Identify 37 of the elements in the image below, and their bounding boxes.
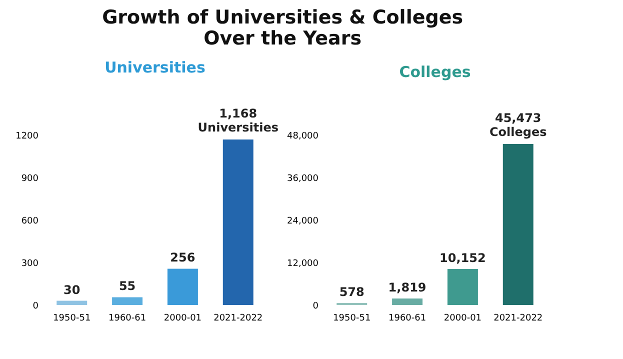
x-tick-label: 1960-61 (388, 314, 426, 324)
data-label: 55 (118, 279, 136, 294)
y-tick-label: 1200 (16, 132, 39, 142)
data-label: 1,168 Universities (198, 106, 278, 135)
x-tick-label: 1960-61 (108, 314, 146, 324)
bar (167, 268, 198, 305)
y-tick-label: 48,000 (287, 132, 319, 142)
x-tick-label: 2000-01 (444, 314, 482, 324)
bar (392, 298, 423, 305)
y-tick-label: 12,000 (287, 259, 319, 269)
bar (447, 269, 478, 305)
data-label: 45,473 Colleges (489, 110, 547, 139)
y-tick-label: 900 (21, 174, 39, 184)
bar (222, 140, 254, 305)
data-label: 578 (339, 284, 364, 299)
x-tick-label: 2021-2022 (214, 314, 263, 324)
x-tick-label: 1950-51 (333, 314, 371, 324)
bar (502, 144, 534, 305)
y-tick-label: 300 (21, 259, 39, 269)
chart-title: Universities (104, 58, 206, 77)
y-tick-label: 36,000 (287, 174, 319, 184)
text: Growth of Universities & Colleges (102, 6, 464, 29)
text: Over the Years (204, 28, 362, 50)
x-tick-label: 1950-51 (53, 314, 91, 324)
x-tick-label: 2021-2022 (494, 314, 543, 324)
x-tick-label: 2000-01 (164, 314, 202, 324)
bar (56, 300, 88, 305)
y-tick-label: 0 (312, 302, 319, 312)
y-tick-label: 24,000 (287, 216, 319, 226)
chart-title: Colleges (399, 62, 471, 81)
y-tick-label: 0 (32, 302, 39, 312)
bar (112, 297, 143, 305)
data-label: 1,819 (388, 280, 426, 295)
data-label: 256 (170, 250, 196, 265)
y-tick-label: 600 (21, 216, 39, 226)
data-label: 30 (64, 282, 80, 297)
data-label: 10,152 (440, 251, 486, 266)
